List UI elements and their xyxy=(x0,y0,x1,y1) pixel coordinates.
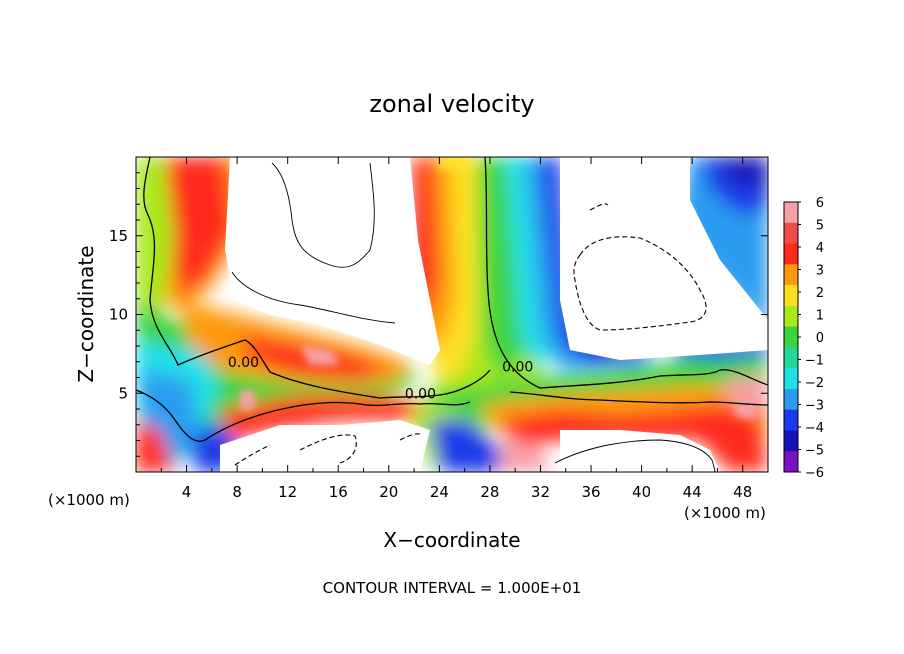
colorbar-swatch xyxy=(784,430,798,452)
y-tick-label: 10 xyxy=(109,306,128,324)
colorbar-label: −1 xyxy=(805,354,824,369)
colorbar-label: −4 xyxy=(805,421,824,436)
contour-interval-note: CONTOUR INTERVAL = 1.000E+01 xyxy=(323,579,582,597)
x-tick-label: 40 xyxy=(632,483,651,501)
colorbar-label: −3 xyxy=(805,399,824,414)
colorbar-label: −5 xyxy=(805,444,824,459)
contour-labels: 0.00 0.00 0.00 xyxy=(228,355,533,403)
y-axis: 5 10 15 xyxy=(109,172,768,457)
colorbar-swatch xyxy=(784,347,798,369)
colorbar-swatch xyxy=(784,285,798,307)
contour-label: 0.00 xyxy=(502,359,533,375)
colorbar-swatch xyxy=(784,326,798,348)
x-tick-label: 8 xyxy=(232,483,242,501)
colorbar-label: 5 xyxy=(816,219,824,234)
colorbar-swatch xyxy=(784,202,798,224)
colorbar-label: −2 xyxy=(805,376,824,391)
colorbar-label: 2 xyxy=(816,286,824,301)
x-tick-label: 44 xyxy=(683,483,702,501)
colorbar-swatch xyxy=(784,243,798,265)
x-tick-label: 16 xyxy=(329,483,348,501)
x-unit-right: (×1000 m) xyxy=(684,504,766,522)
x-tick-label: 36 xyxy=(581,483,600,501)
x-axis: 4 8 12 16 20 24 28 32 36 40 44 48 xyxy=(160,157,752,501)
y-tick-label: 5 xyxy=(118,384,128,402)
colorbar-swatch xyxy=(784,451,798,473)
contour-label: 0.00 xyxy=(405,386,436,402)
colorbar: 6 5 4 3 2 1 0 −1 −2 −3 −4 −5 −6 xyxy=(783,196,824,481)
contour-label: 0.00 xyxy=(228,355,259,371)
colorbar-label: 4 xyxy=(816,241,824,256)
x-tick-label: 28 xyxy=(480,483,499,501)
chart-title: zonal velocity xyxy=(369,90,534,118)
colorbar-swatch xyxy=(784,222,798,245)
colorbar-swatch xyxy=(784,409,798,431)
x-tick-label: 4 xyxy=(182,483,192,501)
x-tick-label: 20 xyxy=(379,483,398,501)
colorbar-label: 3 xyxy=(816,264,824,279)
colorbar-swatch xyxy=(784,368,798,390)
colorbar-label: −6 xyxy=(805,466,824,481)
colorbar-label: 0 xyxy=(816,331,824,346)
y-tick-label: 15 xyxy=(109,227,128,245)
x-tick-label: 48 xyxy=(733,483,752,501)
velocity-field xyxy=(136,157,768,472)
x-unit-left: (×1000 m) xyxy=(48,491,130,509)
y-axis-label: Z−coordinate xyxy=(74,245,98,382)
x-tick-label: 24 xyxy=(430,483,449,501)
colorbar-label: 1 xyxy=(816,309,824,324)
x-axis-label: X−coordinate xyxy=(383,528,520,552)
colorbar-swatch xyxy=(784,388,798,411)
colorbar-label: 6 xyxy=(816,196,824,211)
x-tick-label: 12 xyxy=(278,483,297,501)
x-tick-label: 32 xyxy=(531,483,550,501)
colorbar-swatch xyxy=(784,305,798,328)
colorbar-swatch xyxy=(784,264,798,286)
